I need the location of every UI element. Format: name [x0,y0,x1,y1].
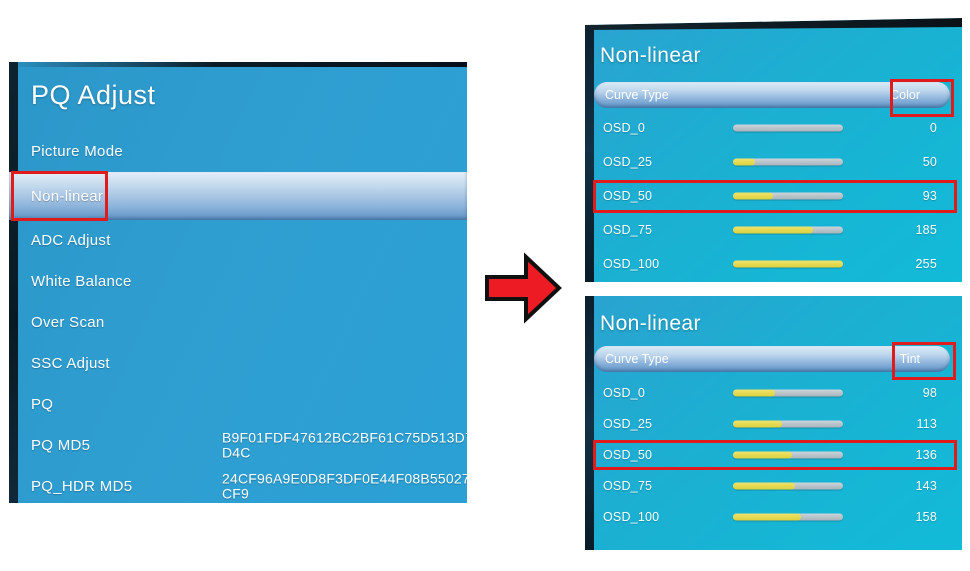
osd-row-value: 93 [922,189,937,203]
osd-row-label: OSD_0 [603,385,645,400]
osd-row-value: 158 [915,509,937,524]
menu-item-pq-md5[interactable]: PQ MD5 B9F01FDF47612BC2BF61C75D513D7D4C [9,425,467,466]
menu-item-label: Over Scan [31,314,105,331]
osd-slider-fill [733,451,792,458]
screen-bezel-left [585,18,594,282]
osd-slider[interactable] [733,124,843,132]
menu-item-label: Picture Mode [31,143,123,160]
osd-row-label: OSD_100 [603,509,660,524]
osd-row-osd-0[interactable]: OSD_0 98 [585,377,962,408]
osd-row-value: 255 [915,257,937,271]
menu-item-pq-hdr-md5[interactable]: PQ_HDR MD5 24CF96A9E0D8F3DF0E44F08B55027… [9,466,467,503]
osd-slider[interactable] [733,158,843,166]
osd-row-osd-25[interactable]: OSD_25 113 [585,408,962,439]
osd-row-osd-100[interactable]: OSD_100 255 [585,247,962,281]
osd-row-osd-0[interactable]: OSD_0 0 [585,111,962,145]
menu-item-white-balance[interactable]: White Balance [9,261,467,302]
osd-rows: OSD_0 0 OSD_25 50 OSD_50 93 OSD_75 185 O… [585,111,962,281]
menu-item-ssc-adjust[interactable]: SSC Adjust [9,343,467,384]
menu-item-adc-adjust[interactable]: ADC Adjust [9,220,467,261]
nonlinear-color-panel: Non-linear Curve Type Color OSD_0 0 OSD_… [585,18,962,282]
osd-slider-fill [733,389,776,396]
osd-row-label: OSD_100 [603,257,660,271]
osd-row-osd-100[interactable]: OSD_100 158 [585,501,962,532]
screen-bezel-left [9,62,18,503]
osd-row-label: OSD_25 [603,155,653,169]
menu-item-label: Non-linear [31,187,104,205]
menu-item-label: SSC Adjust [31,355,110,372]
osd-row-osd-25[interactable]: OSD_25 50 [585,145,962,179]
osd-slider-fill [733,226,813,234]
osd-row-osd-50[interactable]: OSD_50 93 [585,179,962,213]
menu-item-label: PQ [31,396,54,413]
curve-type-row[interactable]: Curve Type Color [594,82,950,108]
osd-slider-fill [733,192,774,200]
osd-slider-fill [733,260,843,268]
osd-row-label: OSD_75 [603,223,653,237]
osd-row-value: 136 [915,447,937,462]
curve-type-label: Curve Type [605,88,669,102]
panel-title: Non-linear [600,44,701,67]
osd-row-value: 50 [922,155,937,169]
osd-row-label: OSD_75 [603,478,653,493]
nonlinear-tint-panel: Non-linear Curve Type Tint OSD_0 98 OSD_… [585,296,962,550]
menu-item-value: B9F01FDF47612BC2BF61C75D513D7D4C [222,429,467,461]
pq-adjust-panel: PQ Adjust Picture Mode Non-linear ADC Ad… [9,62,467,503]
osd-slider-fill [733,158,755,166]
osd-row-osd-75[interactable]: OSD_75 143 [585,470,962,501]
osd-row-label: OSD_50 [603,447,653,462]
osd-row-label: OSD_0 [603,121,645,135]
osd-row-value: 185 [915,223,937,237]
osd-slider[interactable] [733,451,843,458]
curve-type-row[interactable]: Curve Type Tint [594,346,950,372]
bezel-white-gap [585,18,962,25]
menu-item-label: PQ MD5 [31,437,91,454]
osd-slider[interactable] [733,260,843,268]
osd-row-osd-50[interactable]: OSD_50 136 [585,439,962,470]
osd-slider[interactable] [733,192,843,200]
menu-item-over-scan[interactable]: Over Scan [9,302,467,343]
osd-slider[interactable] [733,420,843,427]
panel-title: Non-linear [600,312,701,335]
menu-item-picture-mode[interactable]: Picture Mode [9,131,467,172]
screen-bezel-top [9,62,467,67]
page-title: PQ Adjust [31,80,156,110]
red-arrow-icon [485,252,562,324]
menu-item-pq[interactable]: PQ [9,384,467,425]
osd-slider[interactable] [733,226,843,234]
screen-bezel-left [585,296,594,550]
curve-type-value: Tint [899,352,920,366]
curve-type-label: Curve Type [605,352,669,366]
menu-item-non-linear[interactable]: Non-linear [9,171,467,221]
curve-type-value: Color [890,88,920,102]
osd-slider[interactable] [733,482,843,489]
osd-row-value: 98 [922,385,937,400]
osd-row-value: 113 [916,416,937,431]
osd-slider-fill [733,513,802,520]
menu-item-label: ADC Adjust [31,232,111,249]
osd-slider[interactable] [733,513,843,520]
osd-row-label: OSD_25 [603,416,653,431]
menu-item-value: 24CF96A9E0D8F3DF0E44F08B55027CF9 [222,470,467,502]
pq-adjust-menu: Picture Mode Non-linear ADC Adjust White… [9,131,467,503]
osd-row-value: 143 [915,478,937,493]
osd-slider[interactable] [733,389,843,396]
menu-item-label: White Balance [31,273,132,290]
osd-row-label: OSD_50 [603,189,653,203]
osd-slider-fill [733,482,795,489]
osd-row-value: 0 [929,121,937,135]
osd-row-osd-75[interactable]: OSD_75 185 [585,213,962,247]
osd-rows: OSD_0 98 OSD_25 113 OSD_50 136 OSD_75 14… [585,377,962,532]
osd-slider-fill [733,420,782,427]
menu-item-label: PQ_HDR MD5 [31,478,133,495]
